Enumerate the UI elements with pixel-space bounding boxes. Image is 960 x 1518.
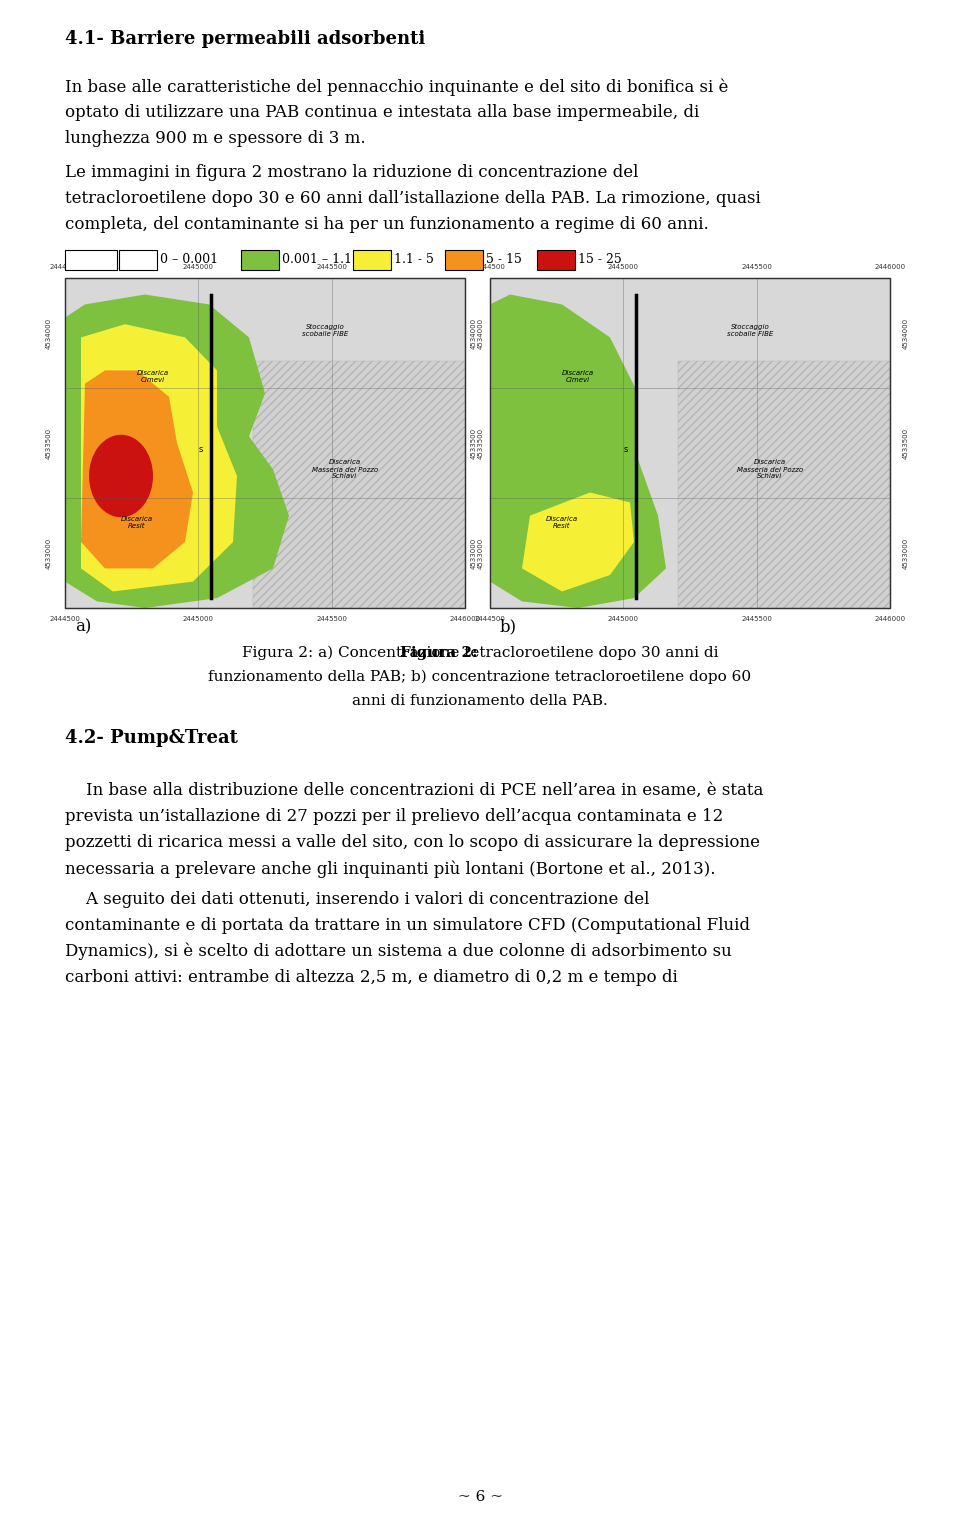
- Text: Discarica
Cimevi: Discarica Cimevi: [137, 370, 169, 384]
- Text: anni di funzionamento della PAB.: anni di funzionamento della PAB.: [352, 694, 608, 707]
- Text: 15 - 25: 15 - 25: [578, 254, 622, 266]
- Text: Figura 2:: Figura 2:: [400, 647, 478, 660]
- Text: Discarica
Resit: Discarica Resit: [121, 516, 153, 528]
- Text: Figura 2: a) Concentrazione tetracloroetilene dopo 30 anni di: Figura 2: a) Concentrazione tetracloroet…: [242, 647, 718, 660]
- Bar: [490, 278, 890, 609]
- Text: 2445500: 2445500: [741, 264, 772, 270]
- Text: 4533000: 4533000: [478, 537, 484, 569]
- Text: funzionamento della PAB; b) concentrazione tetracloroetilene dopo 60: funzionamento della PAB; b) concentrazio…: [208, 669, 752, 685]
- Text: 2444500: 2444500: [50, 616, 81, 622]
- Text: 5 - 15: 5 - 15: [486, 254, 522, 266]
- Text: b): b): [500, 618, 517, 635]
- Text: 4533500: 4533500: [46, 428, 52, 458]
- Bar: [353, 250, 391, 270]
- Text: 2445500: 2445500: [741, 616, 772, 622]
- Text: 4534000: 4534000: [471, 317, 477, 349]
- Text: In base alle caratteristiche del pennacchio inquinante e del sito di bonifica si: In base alle caratteristiche del pennacc…: [65, 77, 729, 96]
- Polygon shape: [81, 325, 237, 592]
- Text: contaminante e di portata da trattare in un simulatore CFD (Computational Fluid: contaminante e di portata da trattare in…: [65, 917, 750, 934]
- Text: Stoccaggio
scoballe FIBE: Stoccaggio scoballe FIBE: [301, 325, 348, 337]
- Bar: [119, 250, 157, 270]
- Text: tetracloroetilene dopo 30 e 60 anni dall’istallazione della PAB. La rimozione, q: tetracloroetilene dopo 30 e 60 anni dall…: [65, 190, 760, 206]
- Text: lunghezza 900 m e spessore di 3 m.: lunghezza 900 m e spessore di 3 m.: [65, 131, 366, 147]
- Text: 2446000: 2446000: [449, 616, 481, 622]
- Text: completa, del contaminante si ha per un funzionamento a regime di 60 anni.: completa, del contaminante si ha per un …: [65, 216, 708, 232]
- Text: Discarica
Resit: Discarica Resit: [546, 516, 578, 528]
- Text: prevista un’istallazione di 27 pozzi per il prelievo dell’acqua contaminata e 12: prevista un’istallazione di 27 pozzi per…: [65, 808, 723, 824]
- Text: 4534000: 4534000: [478, 317, 484, 349]
- Text: Discarica
Cimevi: Discarica Cimevi: [562, 370, 594, 384]
- Text: 2446000: 2446000: [875, 264, 905, 270]
- Text: 2446000: 2446000: [875, 616, 905, 622]
- Text: 2445000: 2445000: [182, 616, 214, 622]
- Text: In base alla distribuzione delle concentrazioni di PCE nell’area in esame, è sta: In base alla distribuzione delle concent…: [65, 782, 763, 798]
- Text: 4.1- Barriere permeabili adsorbenti: 4.1- Barriere permeabili adsorbenti: [65, 30, 425, 49]
- Text: 4533500: 4533500: [471, 428, 477, 458]
- Bar: [678, 360, 890, 609]
- Polygon shape: [81, 370, 193, 568]
- Text: A seguito dei dati ottenuti, inserendo i valori di concentrazione del: A seguito dei dati ottenuti, inserendo i…: [65, 891, 649, 908]
- Text: necessaria a prelevare anche gli inquinanti più lontani (Bortone et al., 2013).: necessaria a prelevare anche gli inquina…: [65, 861, 715, 877]
- Text: optato di utilizzare una PAB continua e intestata alla base impermeabile, di: optato di utilizzare una PAB continua e …: [65, 105, 699, 121]
- Text: a): a): [75, 618, 91, 635]
- Text: C[μg/l]: C[μg/l]: [67, 252, 110, 266]
- Text: 0.001 – 1.1: 0.001 – 1.1: [282, 254, 352, 266]
- Bar: [253, 360, 465, 609]
- Polygon shape: [490, 294, 666, 609]
- Text: 0 – 0.001: 0 – 0.001: [160, 254, 218, 266]
- Text: 4.2- Pump&Treat: 4.2- Pump&Treat: [65, 729, 238, 747]
- Bar: [65, 278, 465, 609]
- Bar: [490, 278, 890, 609]
- Text: 2444500: 2444500: [474, 264, 505, 270]
- Bar: [65, 250, 117, 270]
- Text: 2444500: 2444500: [50, 264, 81, 270]
- Bar: [65, 278, 465, 609]
- Text: ~ 6 ~: ~ 6 ~: [458, 1491, 502, 1504]
- Text: 4534000: 4534000: [46, 317, 52, 349]
- Text: pozzetti di ricarica messi a valle del sito, con lo scopo di assicurare la depre: pozzetti di ricarica messi a valle del s…: [65, 833, 760, 852]
- Text: s: s: [624, 445, 628, 454]
- Text: s: s: [199, 445, 204, 454]
- Bar: [537, 250, 575, 270]
- Text: 4533000: 4533000: [46, 537, 52, 569]
- Text: Le immagini in figura 2 mostrano la riduzione di concentrazione del: Le immagini in figura 2 mostrano la ridu…: [65, 164, 638, 181]
- Polygon shape: [522, 492, 634, 592]
- Text: 2445500: 2445500: [316, 616, 348, 622]
- Text: Stoccaggio
scoballe FIBE: Stoccaggio scoballe FIBE: [727, 325, 773, 337]
- Text: 4534000: 4534000: [903, 317, 909, 349]
- Text: 2445000: 2445000: [608, 264, 638, 270]
- Text: Discarica
Masseria del Pozzo
Schlavi: Discarica Masseria del Pozzo Schlavi: [312, 460, 378, 480]
- Text: Discarica
Masseria del Pozzo
Schlavi: Discarica Masseria del Pozzo Schlavi: [737, 460, 804, 480]
- Text: 4533500: 4533500: [478, 428, 484, 458]
- Text: 2445500: 2445500: [316, 264, 348, 270]
- Text: 4533000: 4533000: [903, 537, 909, 569]
- Bar: [241, 250, 279, 270]
- Polygon shape: [65, 294, 289, 609]
- Text: 1.1 - 5: 1.1 - 5: [394, 254, 434, 266]
- Ellipse shape: [89, 434, 153, 518]
- Text: Dynamics), si è scelto di adottare un sistema a due colonne di adsorbimento su: Dynamics), si è scelto di adottare un si…: [65, 943, 732, 961]
- Text: 4533500: 4533500: [903, 428, 909, 458]
- Text: 2445000: 2445000: [182, 264, 214, 270]
- Text: 2444500: 2444500: [474, 616, 505, 622]
- Text: carboni attivi: entrambe di altezza 2,5 m, e diametro di 0,2 m e tempo di: carboni attivi: entrambe di altezza 2,5 …: [65, 968, 678, 987]
- Bar: [445, 250, 483, 270]
- Text: 2445000: 2445000: [608, 616, 638, 622]
- Text: 4533000: 4533000: [471, 537, 477, 569]
- Text: 2446000: 2446000: [449, 264, 481, 270]
